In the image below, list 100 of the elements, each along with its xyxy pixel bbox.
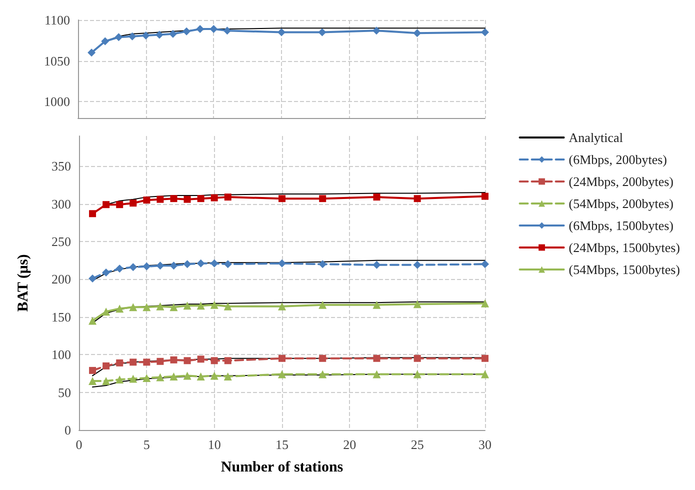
point — [278, 195, 286, 202]
point — [414, 195, 421, 202]
point — [102, 377, 110, 385]
point — [129, 263, 138, 272]
point — [210, 300, 218, 309]
point — [210, 259, 218, 268]
point — [481, 28, 489, 36]
point — [372, 26, 380, 35]
point — [168, 30, 177, 38]
point — [170, 303, 178, 312]
point — [319, 195, 326, 202]
point — [170, 372, 178, 380]
y-tick-label: 1050 — [44, 53, 70, 68]
point — [372, 370, 381, 378]
point — [318, 300, 327, 309]
point — [155, 30, 164, 39]
point — [278, 259, 286, 268]
point — [183, 260, 192, 268]
point — [101, 37, 110, 46]
point — [116, 264, 124, 273]
y-tick-label: 50 — [58, 384, 71, 400]
point — [182, 27, 191, 36]
point — [197, 356, 204, 363]
point — [224, 260, 232, 268]
legend-label: Analytical — [568, 130, 624, 145]
y-tick-label: 150 — [52, 309, 71, 324]
point — [210, 24, 218, 33]
legend-label: (6Mbps, 200bytes) — [568, 152, 667, 167]
point — [197, 195, 204, 202]
legend-label: (6Mbps, 1500bytes) — [568, 218, 674, 233]
x-tick-label: 0 — [76, 437, 82, 452]
point — [89, 210, 96, 218]
y-tick-label: 100 — [52, 347, 71, 362]
x-tick-label: 25 — [410, 437, 424, 452]
point — [184, 357, 191, 364]
point — [170, 262, 178, 270]
legend-label: (54Mbps, 200bytes) — [568, 196, 674, 211]
point — [210, 357, 218, 364]
point — [116, 359, 124, 366]
x-tick-label: 15 — [276, 437, 288, 452]
point — [102, 362, 110, 370]
point — [116, 375, 124, 384]
point — [413, 370, 422, 378]
point — [373, 194, 380, 201]
point — [142, 262, 151, 270]
point — [130, 358, 137, 366]
point — [88, 377, 97, 385]
point — [481, 299, 489, 308]
point — [88, 316, 97, 325]
point — [210, 194, 218, 202]
x-tick-label: 20 — [343, 437, 356, 452]
point — [372, 300, 381, 309]
x-tick-label: 10 — [208, 437, 221, 452]
x-axis-title: Number of stations — [220, 460, 344, 476]
point — [196, 372, 205, 380]
y-tick-label: 1000 — [44, 94, 70, 110]
point — [318, 260, 327, 268]
point — [481, 260, 489, 268]
point — [482, 192, 488, 200]
point — [224, 194, 232, 201]
point — [318, 370, 327, 378]
point — [116, 304, 124, 313]
point — [156, 373, 164, 382]
point — [413, 29, 422, 38]
point — [129, 303, 138, 312]
y-tick-label: 200 — [52, 272, 71, 287]
point — [224, 372, 232, 380]
point — [482, 354, 488, 362]
point — [278, 28, 286, 36]
point — [414, 354, 421, 362]
point — [318, 28, 326, 36]
y-tick-label: 250 — [52, 234, 71, 250]
point — [88, 274, 97, 282]
point — [89, 366, 96, 374]
point — [156, 262, 164, 270]
point — [156, 358, 164, 365]
legend-label: (54Mbps, 1500bytes) — [568, 262, 680, 277]
point — [102, 308, 110, 316]
legend-label: (24Mbps, 200bytes) — [568, 174, 674, 189]
point — [372, 260, 381, 269]
point — [129, 374, 138, 383]
point — [88, 48, 96, 57]
legend-label: (24Mbps, 1500bytes) — [568, 240, 680, 255]
y-tick-label: 0 — [64, 422, 71, 438]
point — [156, 196, 164, 203]
point — [319, 354, 326, 362]
point — [116, 201, 124, 208]
point — [210, 372, 218, 380]
y-tick-label: 350 — [52, 158, 71, 174]
point — [170, 195, 178, 202]
point — [102, 201, 110, 208]
point — [481, 370, 489, 378]
y-axis-title: BAT (μs) — [16, 254, 32, 312]
point — [142, 374, 151, 382]
point — [102, 268, 110, 276]
point — [130, 200, 137, 207]
point — [224, 357, 232, 364]
point — [183, 372, 192, 380]
point — [278, 370, 286, 378]
y-tick-label: 1100 — [44, 12, 70, 28]
